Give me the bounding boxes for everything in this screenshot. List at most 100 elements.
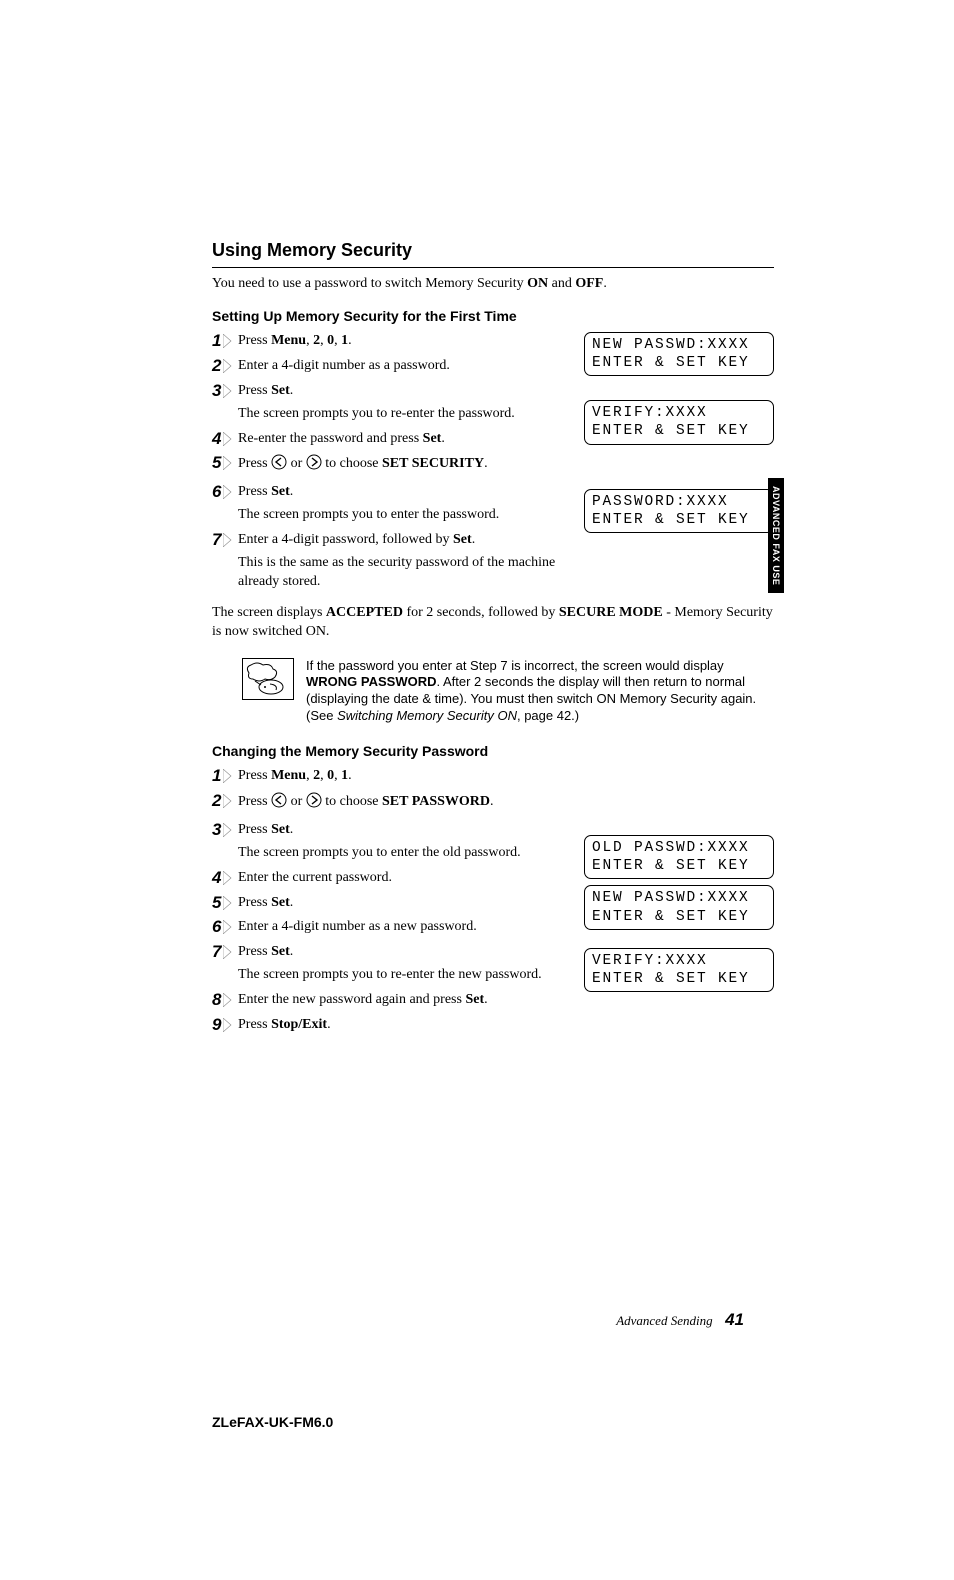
s1-1-f: 0 [327,333,334,348]
lcd-line1: OLD PASSWD:XXXX [592,840,750,856]
s1-5-c: . [484,456,488,471]
lcd-line2: ENTER & SET KEY [592,858,750,874]
s1-7-sub: This is the same as the security passwor… [238,554,564,592]
footer-right: Advanced Sending 41 [616,1310,744,1330]
step-number: 7 [212,943,238,960]
s2-7-sub: The screen prompts you to re-enter the n… [238,966,564,985]
s1-6-a: Press [238,484,271,499]
section1-subheading: Setting Up Memory Security for the First… [212,308,774,324]
intro-text: You need to use a password to switch Mem… [212,276,774,292]
s2-3-sub: The screen prompts you to enter the old … [238,844,564,863]
s2-5-a: Press [238,895,271,910]
s1-step3: 3 Press Set. The screen prompts you to r… [212,382,564,424]
footer-section: Advanced Sending [616,1313,712,1328]
s1-3-c: . [290,383,294,398]
s1-step5: 5 Press or to choose SET SECURITY. [212,454,564,477]
s2-step2: 2 Press or to choose SET PASSWORD. [212,792,564,815]
step-number: 3 [212,382,238,399]
s2-3-c: . [290,822,294,837]
s2-step4: 4 Enter the current password. [212,869,564,888]
s1-3-b: Set [271,383,290,398]
s1-step1: 1 Press Menu, 2, 0, 1. [212,332,564,351]
s1-1-b: Menu [271,333,306,348]
s2-step6: 6 Enter a 4-digit number as a new passwo… [212,918,564,937]
step-triangle-icon [223,1018,233,1032]
acc-b: ACCEPTED [326,605,403,620]
s2-step3: 3 Press Set. The screen prompts you to e… [212,821,564,863]
lcd-line2: ENTER & SET KEY [592,971,750,987]
s1-5-a: Press [238,456,271,471]
s1-step2: 2 Enter a 4-digit number as a password. [212,357,564,376]
step-triangle-icon [223,384,233,398]
lcd-display: VERIFY:XXXX ENTER & SET KEY [584,948,774,992]
step-number: 5 [212,894,238,911]
s1-1-d: 2 [313,333,320,348]
s2-2-a: Press [238,794,271,809]
s2-4-body: Enter the current password. [238,869,564,888]
s1-1-c: , [306,333,313,348]
lcd-line1: VERIFY:XXXX [592,953,708,969]
s1-step7: 7 Enter a 4-digit password, followed by … [212,531,564,592]
s2-9-a: Press [238,1017,271,1032]
s2-1-i: . [348,768,352,783]
s2-9-c: . [327,1017,331,1032]
lcd-display: NEW PASSWD:XXXX ENTER & SET KEY [584,885,774,929]
lcd-line1: NEW PASSWD:XXXX [592,890,750,906]
lcd-line1: VERIFY:XXXX [592,405,708,421]
s1-step4: 4 Re-enter the password and press Set. [212,430,564,449]
acc-a: The screen displays [212,605,326,620]
s1-4-b: Set [423,431,442,446]
step-number: 6 [212,483,238,500]
s2-8-c: . [484,992,488,1007]
s1-7-b: Set [453,532,472,547]
lcd-line1: NEW PASSWD:XXXX [592,337,750,353]
s2-9-b: Stop/Exit [271,1017,327,1032]
step-number: 8 [212,991,238,1008]
step-triangle-icon [223,769,233,783]
s2-step5: 5 Press Set. [212,894,564,913]
acc-d: SECURE MODE [559,605,663,620]
s1-6-b: Set [271,484,290,499]
lcd-display: OLD PASSWD:XXXX ENTER & SET KEY [584,835,774,879]
s2-1-a: Press [238,768,271,783]
intro-on: ON [527,276,548,291]
s1-1-e: , [320,333,327,348]
s2-1-c: , [306,768,313,783]
lcd-line2: ENTER & SET KEY [592,423,750,439]
note-b: WRONG PASSWORD [306,674,436,689]
lcd-display: PASSWORD:XXXX ENTER & SET KEY [584,489,774,533]
page-heading: Using Memory Security [212,240,774,261]
lcd-display: NEW PASSWD:XXXX ENTER & SET KEY [584,332,774,376]
step-number: 2 [212,792,238,809]
note-a: If the password you enter at Step 7 is i… [306,658,724,673]
acc-c: for 2 seconds, followed by [403,605,559,620]
s1-2-body: Enter a 4-digit number as a password. [238,357,564,376]
step-triangle-icon [223,359,233,373]
s2-5-b: Set [271,895,290,910]
left-arrow-icon [271,792,287,815]
step-number: 4 [212,869,238,886]
s1-1-i: . [348,333,352,348]
step-triangle-icon [223,823,233,837]
s1-4-c: . [441,431,445,446]
right-arrow-icon [306,792,322,815]
side-tab: ADVANCED FAX USE [768,478,784,593]
step-number: 6 [212,918,238,935]
s2-1-g: , [334,768,341,783]
s1-3-sub: The screen prompts you to re-enter the p… [238,405,564,424]
step-number: 2 [212,357,238,374]
step-triangle-icon [223,456,233,470]
s2-7-a: Press [238,944,271,959]
s1-3-a: Press [238,383,271,398]
note-box: If the password you enter at Step 7 is i… [242,658,774,726]
lcd-display: VERIFY:XXXX ENTER & SET KEY [584,400,774,444]
s2-1-e: , [320,768,327,783]
s2-8-b: Set [465,992,484,1007]
step-number: 1 [212,332,238,349]
s1-7-c: . [472,532,476,547]
s1-1-g: , [334,333,341,348]
footer-doc-id: ZLeFAX-UK-FM6.0 [212,1414,333,1430]
s1-4-a: Re-enter the password and press [238,431,423,446]
heading-rule [212,267,774,268]
s2-2-end: to choose [322,794,382,809]
